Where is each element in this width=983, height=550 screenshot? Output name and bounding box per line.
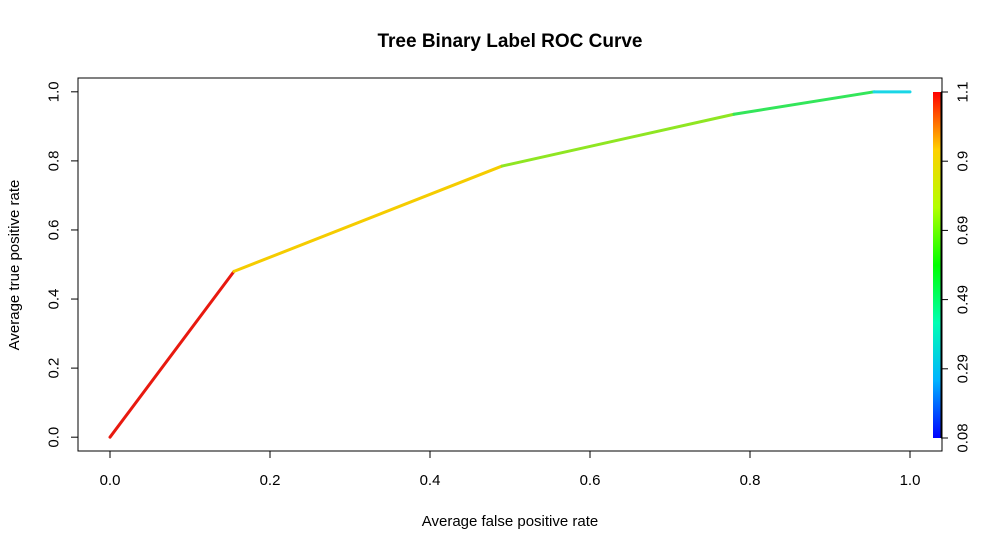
- color-bar-label: 0.29: [955, 354, 972, 383]
- color-bar-label: 1.1: [955, 82, 972, 103]
- x-tick-label: 0.0: [100, 472, 121, 489]
- x-axis: 0.0 0.2 0.4 0.6 0.8 1.0: [100, 450, 921, 489]
- roc-segment: [500, 112, 736, 168]
- x-tick-label: 0.8: [740, 472, 761, 489]
- x-tick-label: 0.4: [420, 472, 441, 489]
- roc-series: [108, 90, 912, 439]
- roc-segment: [232, 164, 504, 273]
- roc-segment: [108, 269, 236, 439]
- y-axis-label: Average true positive rate: [6, 180, 23, 351]
- color-bar-label: 0.69: [955, 216, 972, 245]
- y-axis: 0.0 0.2 0.4 0.6 0.8 1.0: [46, 81, 79, 448]
- plot-frame: [77, 77, 943, 452]
- y-tick-label: 0.6: [46, 220, 63, 241]
- color-bar-axis: 0.08 0.29 0.49 0.69 0.9 1.1: [940, 82, 972, 453]
- y-tick-label: 0.2: [46, 358, 63, 379]
- y-tick-label: 1.0: [46, 81, 63, 102]
- chart-title: Tree Binary Label ROC Curve: [377, 31, 642, 52]
- color-bar-label: 0.49: [955, 285, 972, 314]
- x-axis-label: Average false positive rate: [422, 513, 599, 530]
- color-bar-label: 0.08: [955, 423, 972, 452]
- roc-segment: [732, 90, 876, 116]
- y-tick-label: 0.8: [46, 150, 63, 171]
- y-tick-label: 0.0: [46, 427, 63, 448]
- y-tick-label: 0.4: [46, 289, 63, 310]
- x-tick-label: 1.0: [900, 472, 921, 489]
- x-tick-label: 0.2: [260, 472, 281, 489]
- x-tick-label: 0.6: [580, 472, 601, 489]
- color-bar: [933, 92, 941, 438]
- color-bar-label: 0.9: [955, 151, 972, 172]
